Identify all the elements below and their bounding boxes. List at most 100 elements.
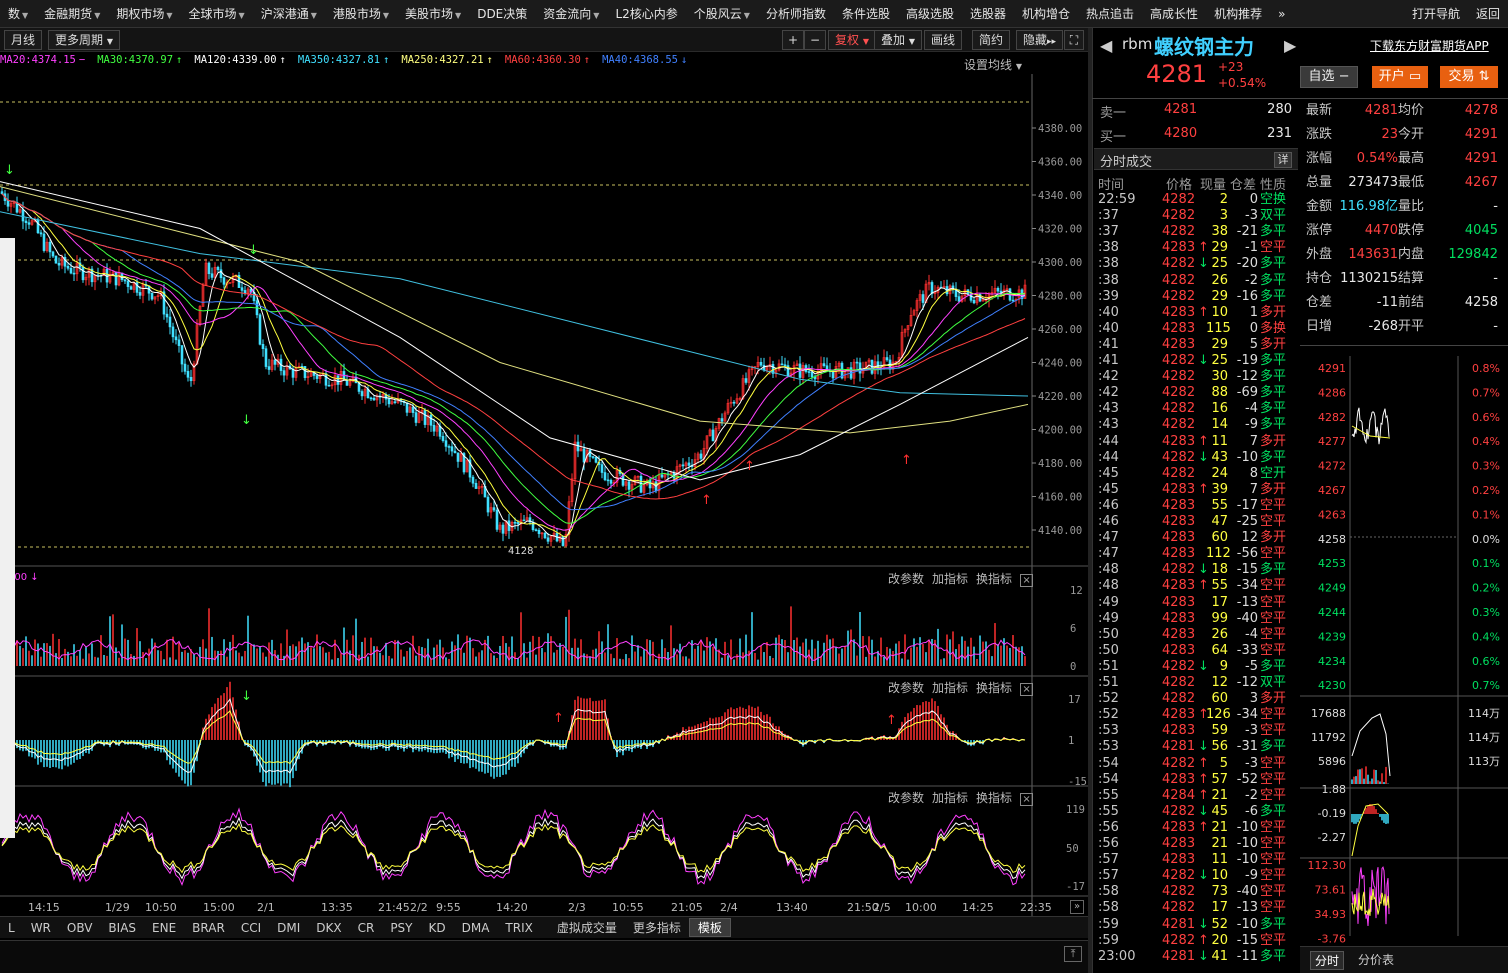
trade-v: 16 — [1211, 401, 1228, 417]
menu-item[interactable]: 美股市场 ▼ — [397, 5, 469, 22]
indicator-tab[interactable]: PSY — [390, 920, 413, 935]
indicator-tab[interactable]: KD — [428, 920, 446, 935]
time-tick-label: 21:50 — [847, 901, 879, 914]
tab-price-table[interactable]: 分价表 — [1358, 953, 1395, 967]
hide-button[interactable]: 隐藏▸▸ — [1016, 30, 1064, 50]
menu-item[interactable]: 金融期货 ▼ — [36, 5, 108, 22]
indicator-tab[interactable]: 虚拟成交量 — [556, 921, 617, 935]
candle-body — [891, 361, 895, 370]
scroll-right-icon[interactable]: » — [1070, 900, 1084, 914]
chevron-down-icon: ▼ — [106, 37, 113, 46]
close-icon[interactable]: × — [1020, 683, 1034, 696]
menu-item[interactable]: 条件选股 — [834, 5, 898, 22]
change-params-button[interactable]: 改参数 — [888, 572, 925, 586]
trade-t: :38 — [1098, 240, 1119, 256]
indicator-tab[interactable]: 模板 — [688, 918, 731, 937]
menu-item[interactable]: 机构增仓 — [1014, 5, 1078, 22]
add-indicator-button[interactable]: 加指标 — [932, 681, 969, 695]
candle-body — [600, 464, 604, 473]
menu-item-label: 沪深港通 — [260, 7, 309, 21]
more-period-dropdown[interactable]: 更多周期 ▼ — [48, 30, 120, 50]
menu-item[interactable]: 沪深港通 ▼ — [253, 5, 325, 22]
menu-item[interactable]: 高成长性 — [1142, 5, 1206, 22]
mini-oi-label: 114万 — [1468, 731, 1500, 744]
menu-item[interactable]: 数 ▼ — [0, 5, 36, 22]
expand-icon[interactable]: ⤒ — [1064, 946, 1082, 962]
candle-body — [972, 300, 976, 304]
orderbook-volume: 280 — [1267, 102, 1292, 117]
menu-item[interactable]: 分析师指数 — [758, 5, 834, 22]
candle-body — [207, 262, 211, 275]
swap-indicator-button[interactable]: 换指标 — [976, 681, 1013, 695]
trades-detail-button[interactable]: 详 — [1274, 152, 1292, 168]
menu-item[interactable]: DDE决策 — [469, 5, 535, 22]
stat-k2: 前结 — [1398, 295, 1425, 310]
menu-item[interactable]: 机构推荐 — [1206, 5, 1270, 22]
indicator-tab[interactable]: BRAR — [192, 920, 225, 935]
indicator-tab[interactable]: DMI — [277, 920, 301, 935]
close-icon[interactable]: × — [1020, 574, 1034, 587]
indicator-tab[interactable]: ENE — [152, 920, 177, 935]
swap-indicator-button[interactable]: 换指标 — [976, 791, 1013, 805]
fuquan-dropdown[interactable]: 复权 ▼ — [828, 30, 876, 50]
menu-item[interactable]: 高级选股 — [898, 5, 962, 22]
table-row: :37 4282 3 -3 双平 — [1096, 208, 1296, 224]
indicator-tab[interactable]: CR — [357, 920, 375, 935]
menu-item[interactable]: 全球市场 ▼ — [181, 5, 253, 22]
zoom-in-button[interactable]: + — [782, 30, 804, 50]
candle-body — [0, 191, 4, 195]
indicator-tab[interactable]: L — [8, 920, 15, 935]
indicator-tab[interactable]: DMA — [461, 920, 490, 935]
trade-d: 3 — [1249, 691, 1258, 707]
side-drawer-edge[interactable] — [0, 238, 15, 838]
open-nav-button[interactable]: 打开导航 — [1411, 7, 1460, 21]
add-indicator-button[interactable]: 加指标 — [932, 791, 969, 805]
intraday-mini-chart[interactable]: 4291 0.8% 4286 0.7% 4282 0.6% 4277 0.4% 4272 0.3%… — [1300, 356, 1508, 946]
splitter[interactable] — [1088, 28, 1092, 973]
menu-item[interactable]: 选股器 — [962, 5, 1014, 22]
close-icon[interactable]: × — [1020, 793, 1034, 806]
swap-indicator-button[interactable]: 换指标 — [976, 572, 1013, 586]
simple-mode-button[interactable]: 简约 — [972, 30, 1011, 50]
menu-item[interactable]: 资金流向 ▼ — [535, 5, 607, 22]
overlay-dropdown[interactable]: 叠加 ▼ — [874, 30, 922, 50]
fullscreen-icon[interactable]: ⛶ — [1064, 30, 1084, 50]
zoom-out-button[interactable]: − — [804, 30, 826, 50]
indicator-tab[interactable]: DKX — [316, 920, 342, 935]
add-indicator-button[interactable]: 加指标 — [932, 572, 969, 586]
menu-item[interactable]: 个股风云 ▼ — [686, 5, 758, 22]
trade-button[interactable]: 交易 ⇅ — [1440, 66, 1498, 88]
kline-chart[interactable]: 4380.00 4360.00 4340.00 4320.00 4300.00 4280.… — [0, 74, 1088, 916]
menu-more-icon[interactable]: » — [1278, 6, 1286, 21]
draw-line-button[interactable]: 画线 — [924, 30, 963, 50]
watchlist-button[interactable]: 自选 − — [1300, 66, 1358, 88]
menu-item[interactable]: 港股市场 ▼ — [325, 5, 397, 22]
table-row: :47 4283 112 -56 空平 — [1096, 546, 1296, 562]
trade-a: ↓ — [1198, 739, 1209, 755]
trade-v: 64 — [1211, 642, 1228, 658]
trade-t: 23:00 — [1098, 948, 1136, 964]
indicator-tab[interactable]: BIAS — [108, 920, 137, 935]
candle-body — [216, 266, 220, 270]
prev-contract-icon[interactable]: ◀ — [1100, 36, 1113, 55]
indicator-tab[interactable]: 更多指标 — [632, 921, 681, 935]
candle-body — [330, 384, 334, 387]
change-params-button[interactable]: 改参数 — [888, 791, 925, 805]
indicator-tab[interactable]: TRIX — [505, 920, 533, 935]
back-button[interactable]: 返回 — [1475, 7, 1500, 21]
menu-item[interactable]: L2核心内参 — [607, 5, 685, 22]
open-account-button[interactable]: 开户 ▭ — [1372, 66, 1428, 88]
candle-body — [258, 314, 262, 345]
ma-settings-button[interactable]: 设置均线 ▼ — [964, 56, 1022, 73]
download-app-link[interactable]: 下载东方财富期货APP — [1370, 39, 1489, 53]
indicator-tab[interactable]: WR — [30, 920, 51, 935]
tab-intraday[interactable]: 分时 — [1310, 951, 1345, 970]
change-params-button[interactable]: 改参数 — [888, 681, 925, 695]
menu-item[interactable]: 热点追击 — [1078, 5, 1142, 22]
next-contract-icon[interactable]: ▶ — [1284, 36, 1297, 55]
trade-n: 多开 — [1260, 481, 1287, 497]
indicator-tab[interactable]: OBV — [66, 920, 93, 935]
menu-item[interactable]: 期权市场 ▼ — [108, 5, 180, 22]
indicator-tab[interactable]: CCI — [240, 920, 262, 935]
month-button[interactable]: 月线 — [4, 30, 43, 50]
